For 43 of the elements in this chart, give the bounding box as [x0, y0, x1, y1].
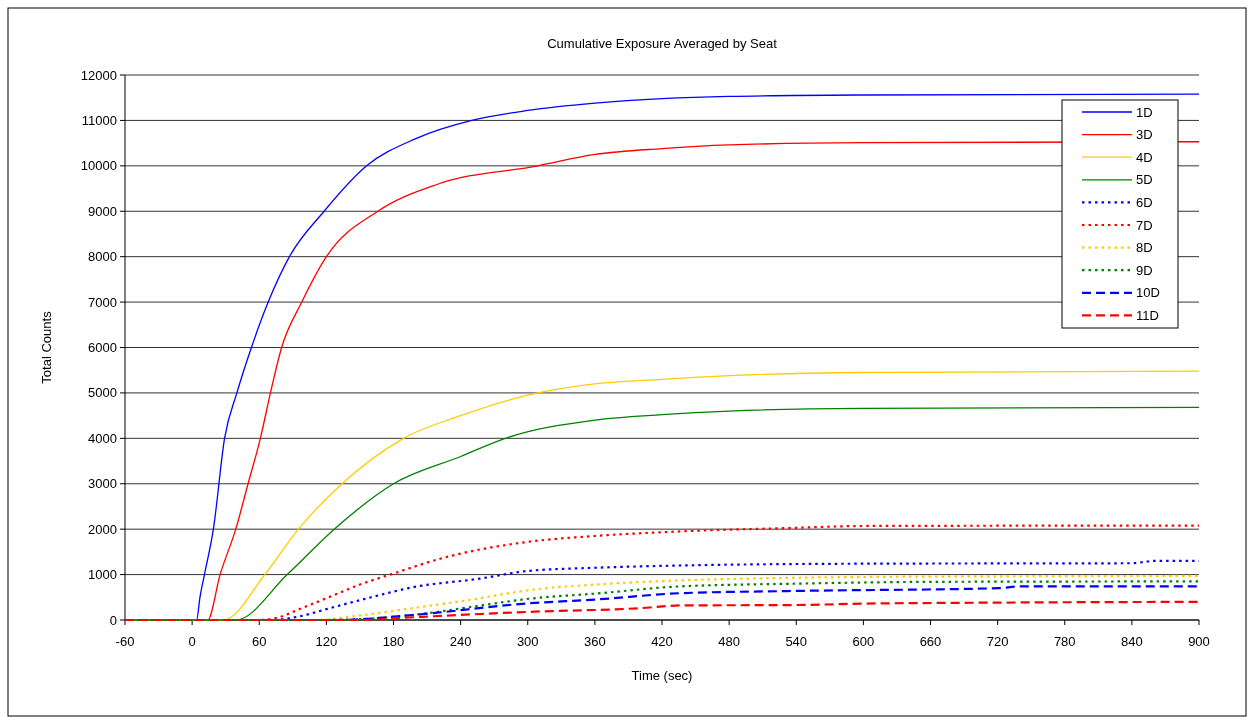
y-tick-label: 7000: [88, 294, 117, 310]
x-tick-label: 600: [852, 634, 875, 649]
x-axis-title: Time (sec): [631, 668, 693, 683]
x-tick-label: 60: [252, 634, 267, 649]
legend-label: 7D: [1136, 217, 1153, 233]
y-tick-label: 6000: [88, 340, 117, 356]
legend-label: 3D: [1136, 127, 1153, 143]
x-tick-label: 180: [382, 634, 405, 649]
y-tick-label: 0: [109, 612, 117, 628]
x-tick-label: 120: [315, 634, 338, 649]
x-tick-label: 720: [986, 634, 1009, 649]
legend-label: 6D: [1136, 194, 1153, 210]
y-tick-label: 1000: [88, 567, 117, 583]
y-tick-label: 4000: [88, 430, 117, 446]
x-tick-label: 900: [1188, 634, 1210, 649]
legend-label: 9D: [1136, 262, 1153, 278]
y-tick-label: 11000: [81, 112, 117, 128]
y-tick-label: 9000: [88, 203, 117, 219]
x-tick-label: 840: [1121, 634, 1143, 649]
y-tick-label: 3000: [88, 476, 117, 492]
x-tick-label: 660: [919, 634, 942, 649]
legend-label: 4D: [1136, 149, 1153, 165]
y-tick-label: 10000: [80, 158, 117, 174]
y-tick-label: 12000: [80, 67, 117, 83]
x-tick-label: 0: [188, 634, 196, 649]
chart-title: Cumulative Exposure Averaged by Seat: [547, 36, 778, 51]
x-tick-label: 480: [718, 634, 740, 649]
x-tick-label: -60: [115, 634, 135, 649]
x-tick-label: 420: [651, 634, 673, 649]
y-tick-label: 8000: [88, 249, 117, 265]
legend-label: 5D: [1136, 172, 1153, 188]
y-tick-label: 2000: [88, 521, 117, 537]
x-tick-label: 240: [449, 634, 472, 649]
legend-label: 8D: [1136, 240, 1153, 256]
legend-label: 10D: [1136, 285, 1160, 301]
legend-label: 1D: [1136, 104, 1153, 120]
x-tick-label: 360: [584, 634, 606, 649]
y-tick-label: 5000: [88, 385, 117, 401]
y-axis-title: Total Counts: [39, 310, 54, 384]
x-tick-label: 780: [1053, 634, 1076, 649]
legend-label: 11D: [1136, 307, 1159, 323]
x-tick-label: 300: [516, 634, 539, 649]
x-tick-label: 540: [785, 634, 808, 649]
